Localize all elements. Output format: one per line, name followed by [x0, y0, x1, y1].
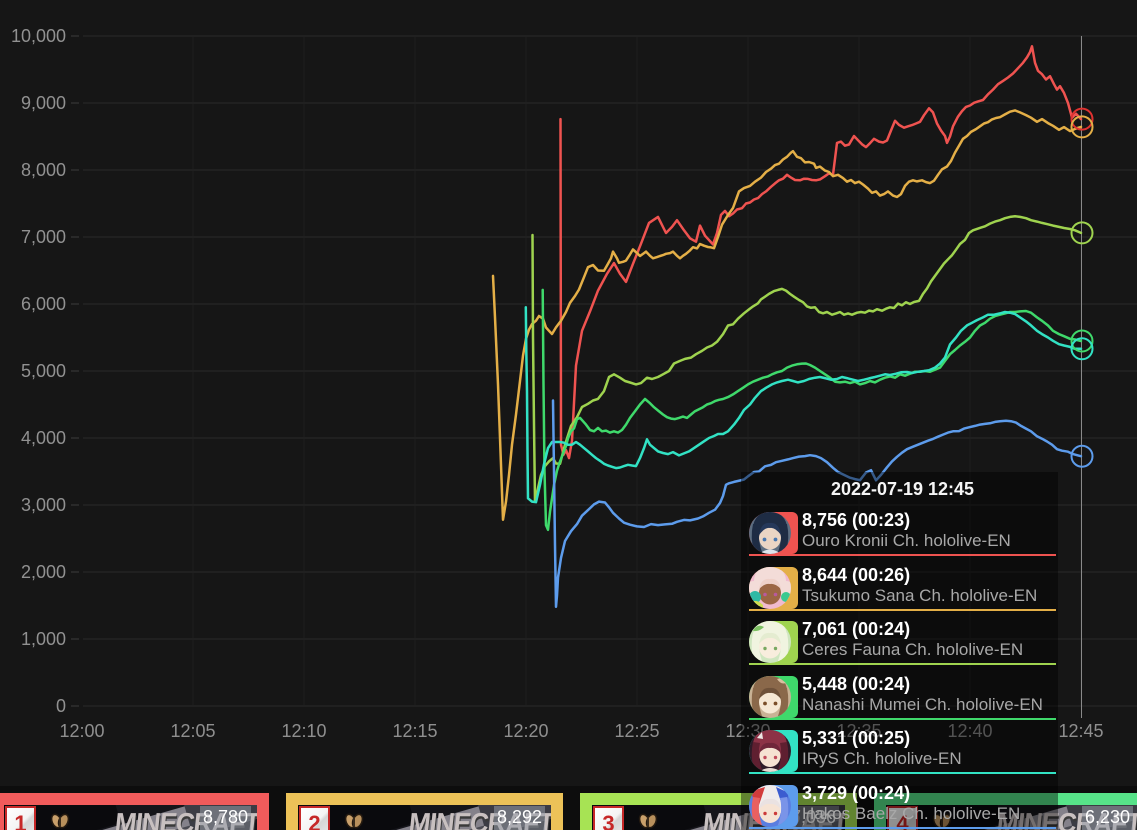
svg-text:3,000: 3,000	[21, 495, 66, 515]
svg-text:12:10: 12:10	[281, 721, 326, 741]
svg-text:12:00: 12:00	[59, 721, 104, 741]
svg-text:1,000: 1,000	[21, 629, 66, 649]
svg-text:12:20: 12:20	[503, 721, 548, 741]
svg-text:12:40: 12:40	[947, 721, 992, 741]
svg-text:8,000: 8,000	[21, 160, 66, 180]
svg-text:6,000: 6,000	[21, 294, 66, 314]
svg-text:12:35: 12:35	[836, 721, 881, 741]
svg-text:9,000: 9,000	[21, 93, 66, 113]
svg-text:12:05: 12:05	[170, 721, 215, 741]
svg-text:4,000: 4,000	[21, 428, 66, 448]
svg-text:5,000: 5,000	[21, 361, 66, 381]
svg-text:7,000: 7,000	[21, 227, 66, 247]
svg-text:2,000: 2,000	[21, 562, 66, 582]
svg-text:12:45: 12:45	[1058, 721, 1103, 741]
svg-text:12:25: 12:25	[614, 721, 659, 741]
svg-text:12:15: 12:15	[392, 721, 437, 741]
svg-text:0: 0	[56, 696, 66, 716]
svg-text:10,000: 10,000	[11, 26, 66, 46]
